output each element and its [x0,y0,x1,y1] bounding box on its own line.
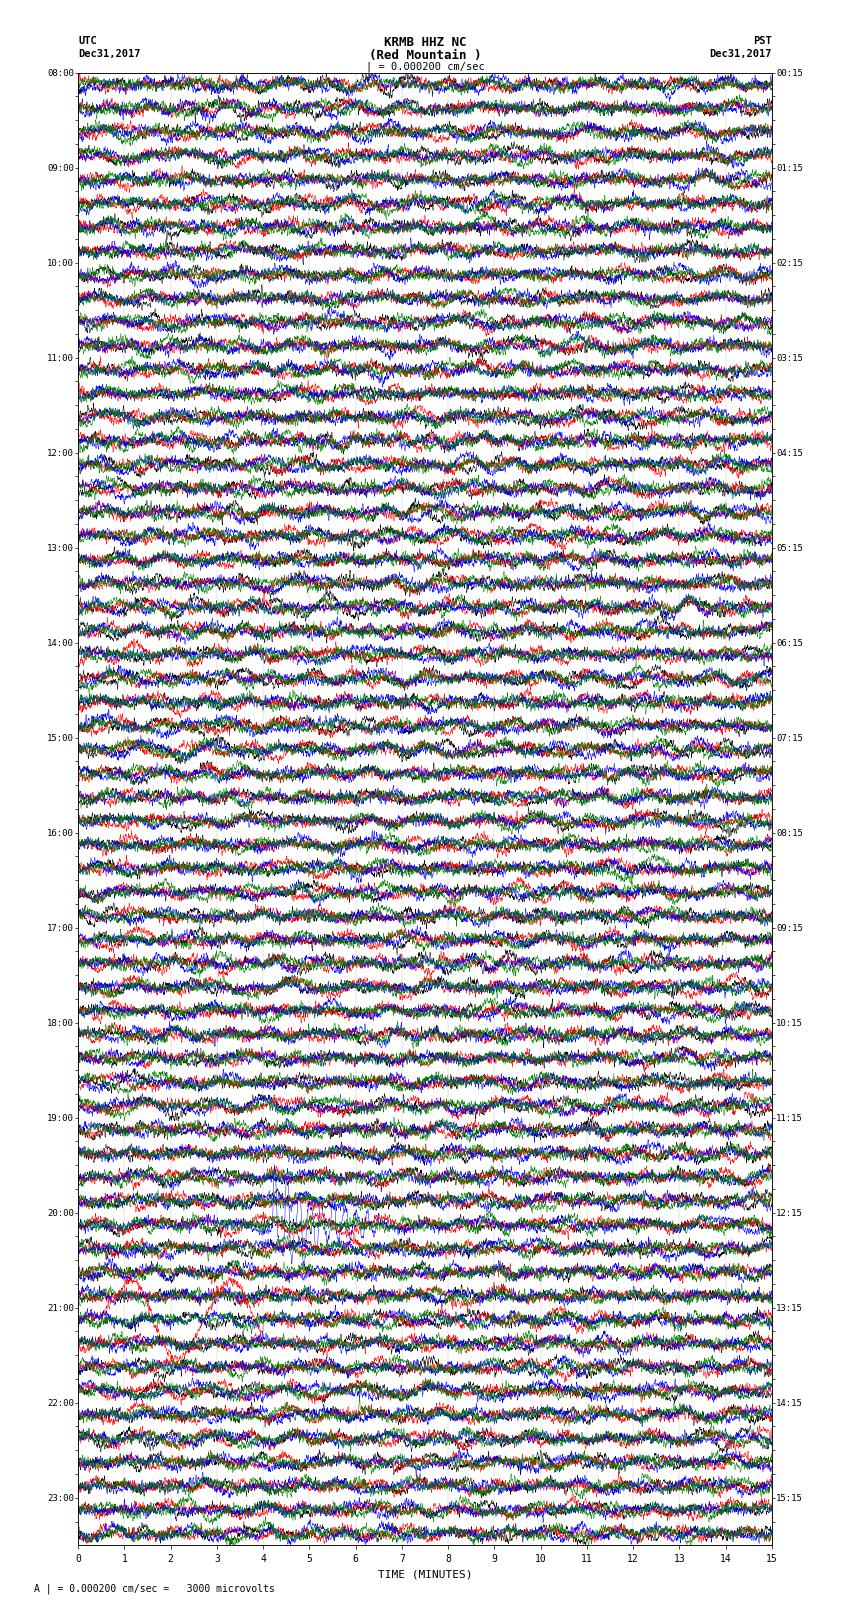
Text: PST: PST [753,37,772,47]
Text: (Red Mountain ): (Red Mountain ) [369,50,481,63]
Text: Dec31,2017: Dec31,2017 [78,50,141,60]
X-axis label: TIME (MINUTES): TIME (MINUTES) [377,1569,473,1579]
Text: A | = 0.000200 cm/sec =   3000 microvolts: A | = 0.000200 cm/sec = 3000 microvolts [34,1582,275,1594]
Text: UTC: UTC [78,37,97,47]
Text: KRMB HHZ NC: KRMB HHZ NC [383,37,467,50]
Text: | = 0.000200 cm/sec: | = 0.000200 cm/sec [366,61,484,73]
Text: Dec31,2017: Dec31,2017 [709,50,772,60]
